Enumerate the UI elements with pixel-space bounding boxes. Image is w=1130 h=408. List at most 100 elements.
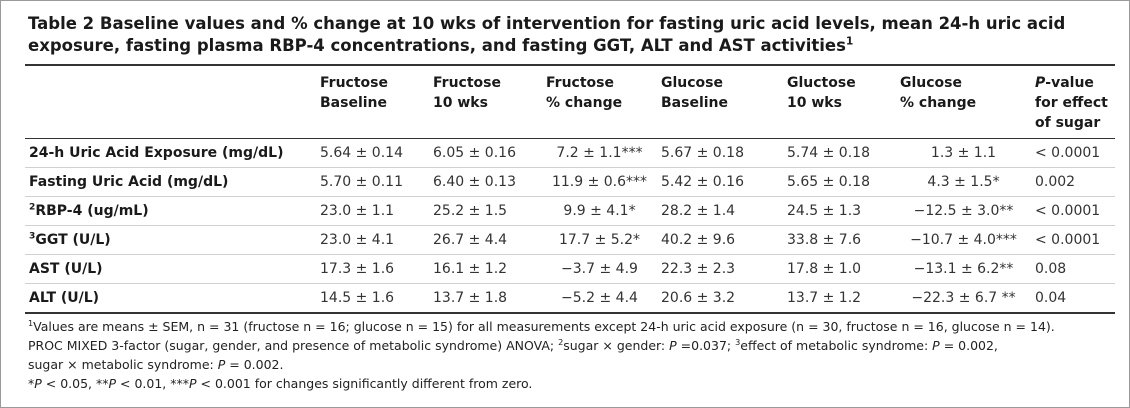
text: 26.7 ± 4.4 — [433, 232, 508, 248]
text: 5.74 ± 0.18 — [787, 145, 870, 161]
superscript: 2 — [558, 336, 564, 347]
table-row: 3GGT (U/L) 23.0 ± 4.1 26.7 ± 4.4 17.7 ± 5.2… — [25, 226, 1115, 255]
text: 14.5 ± 1.6 — [320, 290, 395, 306]
text: for effect — [1035, 95, 1108, 111]
text: Fasting Uric Acid (mg/dL) — [29, 174, 229, 190]
text: < 0.001 for changes significantly differ… — [196, 376, 533, 391]
italic-text: P — [1035, 75, 1046, 91]
text: -value — [1045, 75, 1094, 91]
header-row: Fructose Baseline Fructose 10 wks Fructose % … — [25, 65, 1115, 139]
text: Glucose — [661, 75, 724, 91]
superscript: 3 — [29, 231, 36, 242]
text: < 0.05, ** — [41, 376, 109, 391]
italic-text: P — [669, 338, 677, 353]
superscript: 1 — [28, 317, 34, 328]
superscript: 3 — [735, 336, 741, 347]
text: = 0.002, — [939, 338, 998, 353]
data-cell: −3.7 ± 4.9 — [542, 255, 657, 284]
header-line: of sugar — [1035, 113, 1111, 133]
header-cell: Fructose 10 wks — [429, 65, 542, 139]
text: Fructose — [320, 75, 388, 91]
text: % change — [546, 95, 623, 111]
data-cell: 17.7 ± 5.2* — [542, 226, 657, 255]
text: < 0.0001 — [1035, 145, 1101, 161]
text: AST (U/L) — [29, 261, 103, 277]
text: 7.2 ± 1.1*** — [556, 145, 643, 161]
header-cell: Fructose % change — [542, 65, 657, 139]
text: RBP-4 (ug/mL) — [35, 203, 149, 219]
text: −22.3 ± 6.7 ** — [911, 290, 1016, 306]
table-row: 24-h Uric Acid Exposure (mg/dL) 5.64 ± 0.… — [25, 139, 1115, 168]
text: 13.7 ± 1.2 — [787, 290, 862, 306]
data-cell: 6.05 ± 0.16 — [429, 139, 542, 168]
text: 5.64 ± 0.14 — [320, 145, 403, 161]
text: 16.1 ± 1.2 — [433, 261, 508, 277]
text: 5.67 ± 0.18 — [661, 145, 744, 161]
data-cell: 25.2 ± 1.5 — [429, 197, 542, 226]
data-cell: < 0.0001 — [1031, 139, 1115, 168]
data-cell: 11.9 ± 0.6*** — [542, 168, 657, 197]
text: 33.8 ± 7.6 — [787, 232, 862, 248]
header-cell: Glucose Baseline — [657, 65, 783, 139]
text: 0.002 — [1035, 174, 1076, 190]
row-label: ALT (U/L) — [25, 284, 316, 314]
data-cell: 0.04 — [1031, 284, 1115, 314]
text: effect of metabolic syndrome: — [740, 338, 933, 353]
table-row: Fasting Uric Acid (mg/dL) 5.70 ± 0.11 6.40… — [25, 168, 1115, 197]
data-cell: 14.5 ± 1.6 — [316, 284, 429, 314]
text: 25.2 ± 1.5 — [433, 203, 508, 219]
header-cell: P-value for effect of sugar — [1031, 65, 1115, 139]
text: Fructose — [546, 75, 614, 91]
data-cell: 5.74 ± 0.18 — [783, 139, 896, 168]
text: =0.037; — [676, 338, 736, 353]
text: 17.7 ± 5.2* — [558, 232, 641, 248]
data-cell: 5.67 ± 0.18 — [657, 139, 783, 168]
text: −5.2 ± 4.4 — [561, 290, 638, 306]
data-cell: −12.5 ± 3.0** — [896, 197, 1031, 226]
data-cell: 4.3 ± 1.5* — [896, 168, 1031, 197]
data-table: Fructose Baseline Fructose 10 wks Fructose % … — [25, 64, 1115, 314]
text: 20.6 ± 3.2 — [661, 290, 736, 306]
text: Table 2 Baseline values and % change at … — [28, 14, 1066, 33]
data-cell: 0.002 — [1031, 168, 1115, 197]
text: 6.05 ± 0.16 — [433, 145, 516, 161]
header-cell: Fructose Baseline — [316, 65, 429, 139]
header-line: Glucose — [900, 73, 1027, 93]
footnote-line: PROC MIXED 3-factor (sugar, gender, and … — [28, 336, 1118, 355]
header-line: Gluctose — [787, 73, 892, 93]
text: 10 wks — [433, 95, 488, 111]
data-cell: 20.6 ± 3.2 — [657, 284, 783, 314]
text: % change — [900, 95, 977, 111]
text: Baseline — [320, 95, 388, 111]
text: GGT (U/L) — [35, 232, 111, 248]
text: 9.9 ± 4.1* — [563, 203, 636, 219]
data-cell: < 0.0001 — [1031, 197, 1115, 226]
header-line: Fructose — [546, 73, 653, 93]
text: 24-h Uric Acid Exposure (mg/dL) — [29, 145, 284, 161]
text: ALT (U/L) — [29, 290, 100, 306]
table-row: ALT (U/L) 14.5 ± 1.6 13.7 ± 1.8 −5.2 ± 4.4 2… — [25, 284, 1115, 314]
data-cell: 0.08 — [1031, 255, 1115, 284]
title-line: Table 2 Baseline values and % change at … — [28, 13, 1118, 35]
header-line: % change — [546, 93, 653, 113]
data-cell: 13.7 ± 1.2 — [783, 284, 896, 314]
table-title: Table 2 Baseline values and % change at … — [28, 13, 1118, 57]
data-cell: 13.7 ± 1.8 — [429, 284, 542, 314]
data-cell: 5.65 ± 0.18 — [783, 168, 896, 197]
header-cell — [25, 65, 316, 139]
italic-text: P — [217, 357, 226, 372]
data-cell: 9.9 ± 4.1* — [542, 197, 657, 226]
text: < 0.0001 — [1035, 232, 1101, 248]
data-cell: 23.0 ± 1.1 — [316, 197, 429, 226]
header-line: Baseline — [320, 93, 425, 113]
data-cell: 17.3 ± 1.6 — [316, 255, 429, 284]
text: 6.40 ± 0.13 — [433, 174, 516, 190]
data-cell: 26.7 ± 4.4 — [429, 226, 542, 255]
text: Fructose — [433, 75, 501, 91]
title-line: exposure, fasting plasma RBP-4 concentra… — [28, 35, 1118, 57]
text: Gluctose — [787, 75, 856, 91]
header-line: Glucose — [661, 73, 779, 93]
table-row: AST (U/L) 17.3 ± 1.6 16.1 ± 1.2 −3.7 ± 4.9 2… — [25, 255, 1115, 284]
data-cell: 22.3 ± 2.3 — [657, 255, 783, 284]
text: −13.1 ± 6.2** — [913, 261, 1014, 277]
